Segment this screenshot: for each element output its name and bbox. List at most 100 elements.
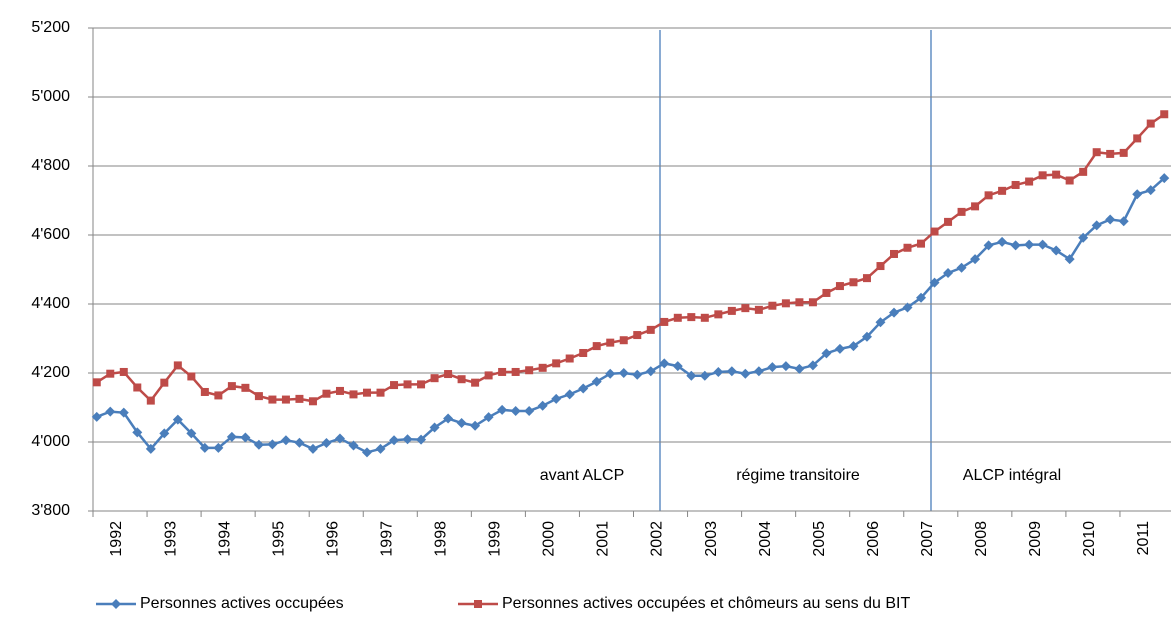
marker [1118,216,1129,227]
marker [956,262,967,273]
marker [105,406,116,417]
marker [308,397,317,406]
marker [726,366,737,377]
y-tick-label: 4'600 [31,226,70,243]
legend-marker [111,599,121,609]
marker [240,432,251,443]
x-tick-label: 1993 [162,521,179,557]
marker [294,437,305,448]
marker [876,262,885,271]
marker [524,405,535,416]
marker [1011,180,1020,189]
marker [889,249,898,258]
marker [375,443,386,454]
y-tick-label: 4'800 [31,157,70,174]
marker [241,383,250,392]
marker [1037,239,1048,250]
marker [1078,232,1089,243]
marker [145,443,156,454]
marker [200,387,209,396]
y-tick-label: 3'800 [31,502,70,519]
marker [822,288,831,297]
marker [119,367,128,376]
marker [660,317,669,326]
legend-label: Personnes actives occupées et chômeurs a… [502,595,910,612]
marker [133,383,142,392]
marker [659,358,670,369]
marker [348,440,359,451]
marker [1119,148,1128,157]
marker [254,392,263,401]
marker [970,254,981,265]
marker [862,274,871,283]
marker [91,411,102,422]
marker [1132,189,1143,200]
marker [957,207,966,216]
marker [565,354,574,363]
marker [417,380,426,389]
marker [687,313,696,322]
x-tick-label: 2007 [919,521,936,557]
marker [1106,149,1115,158]
marker [199,442,210,453]
marker [537,400,548,411]
marker [807,360,818,371]
x-tick-label: 1992 [108,521,125,557]
marker [538,363,547,372]
marker [402,434,413,445]
marker [917,239,926,248]
series-line [96,113,1165,403]
marker [1064,254,1075,265]
marker [280,435,291,446]
marker [552,359,561,368]
x-tick-label: 2008 [973,521,990,557]
marker [349,390,358,399]
marker [930,227,939,236]
legend-label: Personnes actives occupées [140,595,344,612]
marker [849,278,858,287]
marker [971,202,980,211]
marker [1024,239,1035,250]
marker [619,336,628,345]
marker [268,395,277,404]
marker [226,431,237,442]
marker [740,368,751,379]
marker [403,380,412,389]
annotation: avant ALCP [540,467,625,484]
marker [483,412,494,423]
marker [943,267,954,278]
marker [645,366,656,377]
marker [497,404,508,415]
y-tick-label: 4'400 [31,295,70,312]
marker [1010,240,1021,251]
x-tick-label: 1997 [378,521,395,557]
marker [861,331,872,342]
marker [307,443,318,454]
x-tick-label: 2004 [757,521,774,557]
marker [888,307,899,318]
x-tick-label: 2006 [865,521,882,557]
marker [187,372,196,381]
x-tick-label: 2002 [649,521,666,557]
marker [186,428,197,439]
marker [363,388,372,397]
annotation: ALCP intégral [963,467,1061,484]
marker [551,393,562,404]
marker [159,428,170,439]
marker [808,298,817,307]
marker [416,434,427,445]
y-tick-label: 5'000 [31,88,70,105]
marker [591,376,602,387]
marker [213,442,224,453]
marker [132,427,143,438]
annotation: régime transitoire [736,467,860,484]
marker [484,371,493,380]
marker [525,366,534,375]
marker [227,382,236,391]
marker [456,418,467,429]
marker [389,435,400,446]
marker [1133,134,1142,143]
marker [1052,170,1061,179]
marker [160,378,169,387]
marker [633,331,642,340]
